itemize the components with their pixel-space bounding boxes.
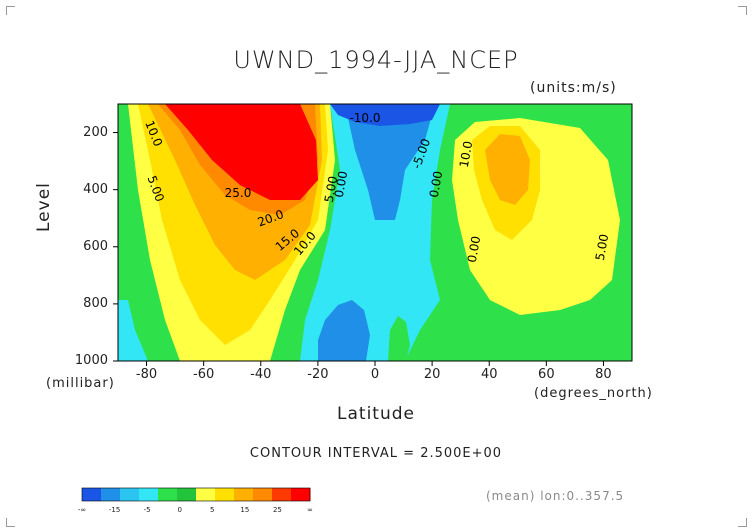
y-axis-label: Level (34, 182, 54, 232)
colorbar-label: ∞ (307, 506, 313, 514)
contour-label: 5.00 (322, 175, 340, 204)
band-sh-polar (118, 104, 150, 361)
contour-label: 0.00 (427, 170, 445, 199)
band-tropics-neg10 (330, 104, 440, 126)
y-tick-label: 1000 (74, 353, 108, 368)
x-tick-label: 80 (595, 367, 612, 382)
band-sh-30 (165, 104, 318, 200)
x-tick-label: 40 (480, 367, 498, 382)
y-tick-label: 200 (83, 124, 108, 140)
y-ticks (113, 132, 118, 362)
x-axis-unit: (degrees_north) (534, 386, 653, 401)
mean-annotation: (mean) lon:0..357.5 (486, 489, 625, 503)
band-sh-cyan-edge (118, 300, 148, 361)
y-tick-label: 400 (83, 181, 108, 197)
band-lower-neg (318, 300, 370, 361)
colorbar-label: 0 (177, 506, 182, 514)
frame-corner-bottom-right (738, 518, 747, 527)
contour-label: -10.0 (349, 111, 380, 125)
colorbar-label: -15 (108, 506, 121, 514)
units-label: (units:m/s) (530, 80, 617, 96)
contour-label: 5.00 (593, 233, 611, 262)
band-tropics-0 (300, 104, 450, 361)
x-tick-label: -20 (307, 367, 329, 382)
colorbar-label: 25 (272, 506, 282, 514)
colorbar-label: -∞ (77, 506, 87, 514)
band-tropics-neg5 (345, 104, 435, 220)
colorbar-label: 5 (210, 506, 215, 514)
x-tick-label: -40 (250, 367, 272, 382)
contour-interval-text: CONTOUR INTERVAL = 2.500E+00 (249, 446, 503, 461)
x-tick-label: -80 (135, 367, 158, 382)
y-axis-unit: (millibar) (46, 376, 115, 391)
band-lower-green (388, 316, 410, 361)
colorbar-label: -5 (143, 506, 151, 514)
y-tick-label: 800 (83, 295, 108, 311)
x-tick-label: 0 (370, 367, 380, 382)
chart-title: UWND_1994-JJA_NCEP (233, 46, 519, 74)
x-tick-label: -60 (193, 367, 215, 382)
contour-label: 0.00 (332, 170, 350, 199)
x-ticks (146, 361, 604, 366)
y-tick-label: 600 (83, 238, 108, 254)
contour-label: 0.00 (465, 235, 483, 264)
contour-label: 25.0 (225, 186, 252, 200)
x-tick-label: 20 (423, 367, 441, 382)
frame-corner-top-left (6, 6, 15, 15)
frame-corner-bottom-left (6, 518, 15, 527)
x-tick-label: 60 (538, 367, 555, 382)
frame-corner-top-right (738, 6, 747, 15)
colorbar-label: 15 (240, 506, 250, 514)
contour-label: 10.0 (457, 140, 475, 169)
band-nh-20 (485, 134, 530, 205)
x-axis-label: Latitude (337, 404, 415, 424)
